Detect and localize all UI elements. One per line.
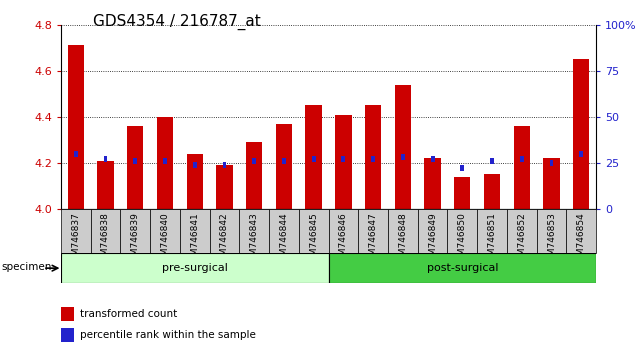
- Bar: [187, 154, 203, 209]
- Bar: [61, 209, 90, 253]
- Bar: [74, 151, 78, 156]
- Bar: [180, 209, 210, 253]
- Bar: [507, 209, 537, 253]
- Bar: [328, 253, 596, 283]
- Bar: [573, 59, 590, 209]
- Bar: [90, 209, 121, 253]
- Text: GSM746844: GSM746844: [279, 212, 288, 267]
- Bar: [431, 156, 435, 162]
- Text: GSM746841: GSM746841: [190, 212, 199, 267]
- Bar: [567, 209, 596, 253]
- Bar: [513, 126, 530, 209]
- Bar: [335, 114, 351, 209]
- Text: pre-surgical: pre-surgical: [162, 263, 228, 273]
- Bar: [520, 156, 524, 162]
- Bar: [121, 209, 150, 253]
- Text: GSM746840: GSM746840: [160, 212, 169, 267]
- Bar: [371, 156, 375, 162]
- Text: transformed count: transformed count: [79, 309, 177, 319]
- Bar: [544, 158, 560, 209]
- Bar: [133, 158, 137, 164]
- Text: GSM746843: GSM746843: [250, 212, 259, 267]
- Bar: [157, 117, 173, 209]
- Bar: [312, 156, 315, 162]
- Bar: [269, 209, 299, 253]
- Bar: [477, 209, 507, 253]
- Bar: [342, 156, 345, 162]
- Bar: [490, 158, 494, 164]
- Text: GSM746845: GSM746845: [309, 212, 318, 267]
- Text: GSM746839: GSM746839: [131, 212, 140, 267]
- Bar: [276, 124, 292, 209]
- Text: GSM746848: GSM746848: [398, 212, 407, 267]
- Bar: [549, 160, 553, 166]
- Bar: [401, 154, 404, 160]
- Bar: [328, 209, 358, 253]
- Text: GSM746849: GSM746849: [428, 212, 437, 267]
- Bar: [418, 209, 447, 253]
- Bar: [299, 209, 328, 253]
- Bar: [222, 162, 226, 167]
- Text: GSM746851: GSM746851: [488, 212, 497, 267]
- Bar: [253, 158, 256, 164]
- Text: GSM746853: GSM746853: [547, 212, 556, 267]
- Bar: [365, 105, 381, 209]
- Bar: [424, 158, 441, 209]
- Bar: [61, 328, 74, 342]
- Text: GSM746847: GSM746847: [369, 212, 378, 267]
- Text: GSM746838: GSM746838: [101, 212, 110, 267]
- Bar: [454, 177, 470, 209]
- Text: percentile rank within the sample: percentile rank within the sample: [79, 330, 256, 339]
- Text: GSM746846: GSM746846: [339, 212, 348, 267]
- Bar: [193, 162, 197, 167]
- Text: specimen: specimen: [1, 262, 52, 272]
- Text: GSM746850: GSM746850: [458, 212, 467, 267]
- Bar: [395, 85, 411, 209]
- Bar: [127, 126, 144, 209]
- Bar: [388, 209, 418, 253]
- Bar: [97, 161, 113, 209]
- Bar: [358, 209, 388, 253]
- Bar: [210, 209, 239, 253]
- Bar: [104, 156, 108, 162]
- Text: post-surgical: post-surgical: [426, 263, 498, 273]
- Text: GSM746854: GSM746854: [577, 212, 586, 267]
- Bar: [282, 158, 286, 164]
- Bar: [460, 165, 464, 171]
- Bar: [61, 307, 74, 321]
- Bar: [67, 46, 84, 209]
- Bar: [150, 209, 180, 253]
- Bar: [537, 209, 567, 253]
- Bar: [579, 151, 583, 156]
- Text: GSM746842: GSM746842: [220, 212, 229, 267]
- Bar: [306, 105, 322, 209]
- Text: GSM746852: GSM746852: [517, 212, 526, 267]
- Text: GDS4354 / 216787_at: GDS4354 / 216787_at: [93, 14, 261, 30]
- Bar: [216, 165, 233, 209]
- Bar: [163, 158, 167, 164]
- Bar: [246, 142, 262, 209]
- Bar: [61, 253, 328, 283]
- Bar: [484, 174, 500, 209]
- Bar: [239, 209, 269, 253]
- Text: GSM746837: GSM746837: [71, 212, 80, 267]
- Bar: [447, 209, 477, 253]
